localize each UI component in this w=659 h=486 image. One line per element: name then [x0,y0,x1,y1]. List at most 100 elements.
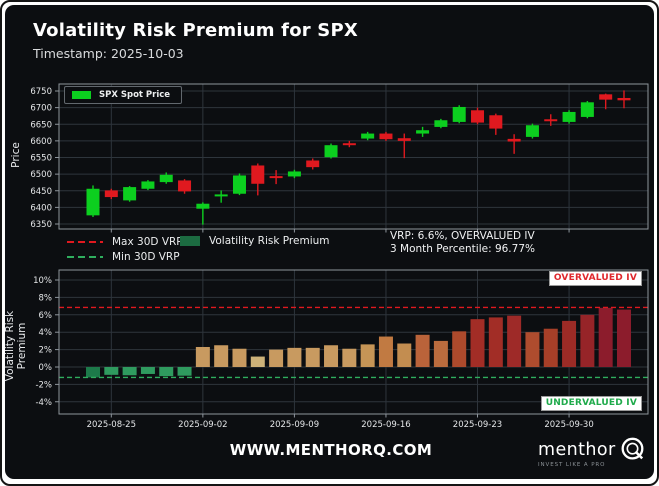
price-plot-frame [58,83,649,230]
vrp-bar [232,348,247,367]
legend-min-30d-vrp: Min 30D VRP [67,251,180,263]
vrp-tick-label: 6% [39,311,53,321]
min-vrp-dash-icon [67,256,103,258]
candle-body [251,165,265,184]
price-tick-label: 6450 [30,187,52,197]
logo-tagline: INVEST LIKE A PRO [538,462,606,468]
vrp-bar [433,340,448,367]
x-tick-label: 2025-08-25 [87,420,136,430]
candle-body [379,133,393,140]
vrp-bar [598,307,613,367]
page-title: Volatility Risk Premium for SPX [33,20,358,41]
candle-body [306,160,320,168]
vrp-bar [507,315,522,367]
vrp-bar [488,317,503,367]
vrp-annotation: VRP: 6.6%, OVERVALUED IV 3 Month Percent… [390,230,535,256]
timestamp-subtitle: Timestamp: 2025-10-03 [33,46,184,61]
vrp-bar [415,334,430,367]
candle-body [580,102,594,117]
max-vrp-label: Max 30D VRP [112,236,183,248]
price-tick-label: 6750 [30,87,52,97]
vrp-bar [378,336,393,367]
vrp-bar [342,348,357,367]
vrp-bar [525,332,540,367]
candle-body [452,106,466,122]
vrp-bar [360,344,375,367]
min-vrp-label: Min 30D VRP [112,251,180,263]
vrp-bar [397,343,412,367]
vrp-tick-label: -4% [35,398,52,408]
vrp-annotation-line2: 3 Month Percentile: 96.77% [390,243,535,255]
vrp-bar [214,345,229,367]
price-axis-label: Price [10,142,22,168]
vrp-swatch-icon [180,236,200,246]
x-tick-label: 2025-09-09 [270,420,319,430]
candle-body [489,115,503,129]
x-tick-label: 2025-09-02 [178,420,227,430]
candle-body [342,143,356,146]
vrp-tick-label: -2% [35,380,52,390]
candle-body [214,194,228,197]
candle-body [471,110,485,123]
price-tick-label: 6350 [30,220,52,230]
candle-body [287,171,301,177]
menthorq-logo: menthor INVEST LIKE A PRO [538,436,656,468]
vrp-bar [269,349,284,367]
candle-body [86,188,100,216]
candle-body [507,138,521,142]
price-chart-legend: SPX Spot Price [64,86,183,104]
website-watermark: WWW.MENTHORQ.COM [229,441,433,459]
vrp-bar [177,367,192,376]
vrp-label: Volatility Risk Premium [209,235,330,247]
vrp-bar [287,347,302,367]
x-tick-label: 2025-09-30 [544,420,593,430]
undervalued-badge: UNDERVALUED IV [540,396,642,411]
x-tick-label: 2025-09-16 [361,420,410,430]
price-tick-label: 6550 [30,154,52,164]
vrp-bar [86,367,100,378]
vrp-plot-frame [58,269,649,415]
vrp-bar [580,314,595,367]
vrp-bar [159,367,174,377]
candle-body [361,133,375,139]
vrp-bar [122,367,137,376]
vrp-annotation-line1: VRP: 6.6%, OVERVALUED IV [390,230,535,242]
vrp-bar [543,328,558,367]
spx-spot-legend-label: SPX Spot Price [99,90,171,100]
vrp-bar [104,367,119,375]
legend-max-30d-vrp: Max 30D VRP [67,236,183,248]
candle-body [434,120,448,127]
vrp-tick-label: 2% [39,346,53,356]
candle-body [123,187,137,201]
candle-body [269,176,283,179]
price-tick-label: 6650 [30,120,52,130]
candle-body [159,174,173,183]
candle-body [324,145,338,158]
candle-body [196,203,210,209]
vrp-tick-label: 0% [39,363,53,373]
candle-body [232,175,246,194]
vrp-tick-label: 4% [39,328,53,338]
vrp-axis-label: Volatility Risk Premium [4,310,28,382]
candle-body [544,119,558,122]
vrp-bar [470,319,485,367]
candle-body [599,94,613,100]
price-tick-label: 6400 [30,203,52,213]
vrp-bar [562,320,577,367]
menthorq-q-icon [621,437,644,460]
vrp-bar [616,309,631,367]
vrp-bar [305,347,320,367]
max-vrp-dash-icon [67,241,103,243]
vrp-bar [250,356,265,367]
vrp-tick-label: 10% [33,276,52,286]
candle-body [416,130,430,134]
price-tick-label: 6700 [30,104,52,114]
candle-body [141,181,155,189]
candle-body [397,138,411,141]
vrp-bar [195,346,210,367]
candle-body [178,180,192,192]
candle-body [525,125,539,137]
vrp-bar [140,367,155,374]
